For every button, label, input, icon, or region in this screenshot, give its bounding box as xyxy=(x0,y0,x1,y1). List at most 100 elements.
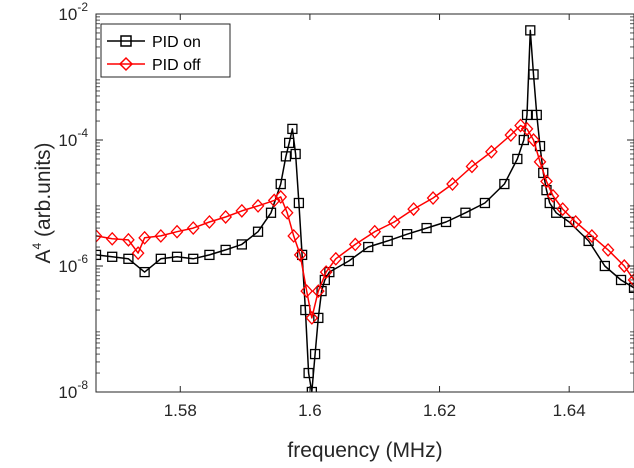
series-line-pid-off xyxy=(96,124,634,319)
y-axis-label-rest: (arb.units) xyxy=(32,142,55,242)
data-point-pid-off xyxy=(105,231,119,246)
data-point-pid-off xyxy=(186,221,200,236)
data-point-pid-on xyxy=(531,109,542,121)
data-point-pid-on xyxy=(155,253,166,264)
data-point-pid-off xyxy=(540,174,553,189)
data-point-pid-off xyxy=(465,159,479,174)
data-point-pid-off xyxy=(546,188,560,203)
y-tick-label-exponent: -8 xyxy=(77,378,88,392)
data-point-pid-on xyxy=(521,109,533,121)
data-point-pid-on xyxy=(284,137,295,149)
data-point-pid-off xyxy=(329,251,343,266)
y-tick-label-exponent: -6 xyxy=(77,252,88,266)
data-point-pid-on xyxy=(220,244,231,256)
data-point-pid-on xyxy=(309,348,321,360)
axes-box xyxy=(95,13,634,393)
data-point-pid-on xyxy=(628,282,634,293)
y-tick-label-base: 10 xyxy=(58,131,77,150)
legend-marker-pid-off xyxy=(118,56,134,72)
data-point-pid-off xyxy=(485,144,498,159)
x-tick-label: 1.64 xyxy=(553,401,586,420)
y-tick-label-base: 10 xyxy=(58,5,77,24)
data-point-pid-off xyxy=(274,189,288,204)
data-point-pid-on xyxy=(139,266,150,278)
data-point-pid-off xyxy=(348,237,362,252)
data-point-pid-off xyxy=(235,203,249,218)
series-pid-on xyxy=(96,25,634,392)
data-point-pid-on xyxy=(401,229,413,240)
data-point-pid-on xyxy=(421,222,432,234)
y-tick-label-base: 10 xyxy=(58,383,77,402)
data-point-pid-on xyxy=(306,386,317,392)
data-point-pid-on xyxy=(343,255,354,267)
data-point-pid-on xyxy=(499,178,510,190)
y-tick-label-base: 10 xyxy=(58,257,77,276)
data-point-pid-off xyxy=(154,228,168,243)
data-point-pid-off xyxy=(601,242,615,257)
data-point-pid-off xyxy=(556,202,570,217)
data-point-pid-off xyxy=(300,284,314,299)
data-point-pid-off xyxy=(368,224,382,239)
data-point-pid-off xyxy=(311,284,325,299)
data-point-pid-off xyxy=(170,224,184,239)
data-point-pid-off xyxy=(219,210,233,224)
data-point-pid-off xyxy=(387,215,401,229)
data-point-pid-on xyxy=(236,239,247,250)
data-point-pid-on xyxy=(564,216,575,228)
data-point-pid-on xyxy=(440,216,452,228)
data-point-pid-on xyxy=(107,251,118,262)
y-axis-label: A4 (arb.units) xyxy=(30,142,55,263)
data-point-pid-off xyxy=(533,154,547,169)
data-point-pid-on xyxy=(280,151,292,162)
data-point-pid-off xyxy=(280,205,294,220)
data-point-pid-on xyxy=(460,207,471,218)
data-point-pid-on xyxy=(512,153,523,165)
data-point-pid-off xyxy=(287,228,301,243)
y-tick-label-exponent: -4 xyxy=(77,126,88,140)
data-point-pid-on xyxy=(382,235,393,247)
data-point-pid-on xyxy=(123,253,134,264)
data-point-pid-off xyxy=(131,246,145,261)
data-point-pid-on xyxy=(188,253,199,264)
data-point-pid-on xyxy=(303,367,314,379)
legend-box xyxy=(100,23,231,78)
data-point-pid-off xyxy=(627,273,634,287)
series-layer xyxy=(96,25,634,392)
legend-label-pid-on: PID on xyxy=(152,34,201,51)
data-point-pid-on xyxy=(287,123,298,135)
data-point-pid-on xyxy=(538,167,549,179)
data-point-pid-on xyxy=(479,197,491,209)
y-tick-label: 10-8 xyxy=(58,378,88,402)
data-point-pid-off xyxy=(514,118,527,133)
data-point-pid-off xyxy=(569,215,583,229)
y-tick-label: 10-6 xyxy=(58,252,88,276)
data-point-pid-off xyxy=(407,202,420,217)
data-point-pid-on xyxy=(252,226,264,237)
data-point-pid-on xyxy=(316,285,327,297)
data-point-pid-on xyxy=(528,69,539,80)
data-point-pid-off xyxy=(122,232,135,247)
data-point-pid-on xyxy=(96,249,102,261)
data-point-pid-off xyxy=(203,215,216,229)
y-tick-label-exponent: -2 xyxy=(77,0,88,14)
data-point-pid-off xyxy=(251,198,265,213)
data-point-pid-off xyxy=(305,310,319,325)
legend-label-pid-off: PID off xyxy=(152,57,201,74)
y-tick-label: 10-2 xyxy=(58,0,88,24)
data-point-pid-off xyxy=(585,228,599,243)
data-point-pid-off xyxy=(527,133,540,147)
data-point-pid-off xyxy=(426,191,440,205)
data-point-pid-on xyxy=(171,251,183,262)
data-point-pid-off xyxy=(617,259,631,273)
data-point-pid-off xyxy=(267,193,281,208)
x-axis-label: frequency (MHz) xyxy=(287,439,442,462)
data-point-pid-on xyxy=(313,312,324,324)
data-point-pid-on xyxy=(275,178,286,190)
data-point-pid-on xyxy=(363,241,374,253)
x-tick-label: 1.58 xyxy=(164,401,197,420)
series-pid-off xyxy=(96,118,634,325)
y-tick-label: 10-4 xyxy=(58,126,88,150)
